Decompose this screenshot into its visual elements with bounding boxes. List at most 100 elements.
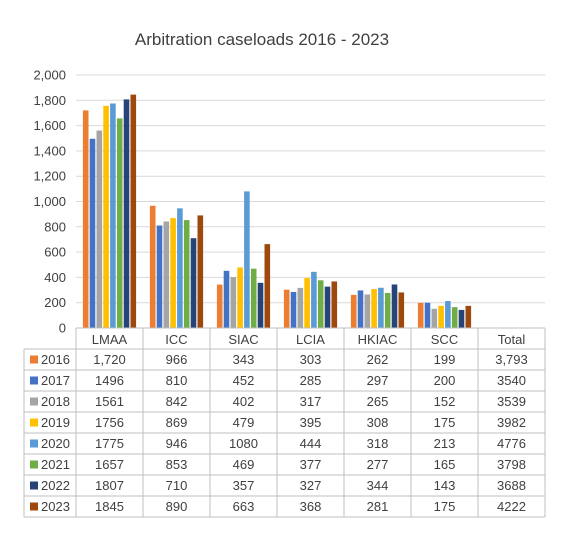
data-label: 1496 (95, 373, 124, 388)
bar (244, 191, 250, 328)
data-label: 175 (434, 499, 456, 514)
bar (250, 268, 257, 328)
data-label: 277 (367, 457, 389, 472)
y-tick-label: 400 (44, 270, 66, 285)
data-label: 402 (233, 394, 255, 409)
data-label: 946 (166, 436, 188, 451)
bar (230, 277, 237, 328)
x-tick-label: ICC (165, 332, 187, 347)
bar (324, 286, 331, 328)
data-table: LMAA ICC SIAC LCIA HKIAC SCC Total 2016 1,720 966… (23, 327, 546, 518)
data-label: 165 (434, 457, 456, 472)
legend-entry: 2017 (41, 373, 70, 388)
bar (110, 103, 116, 329)
y-axis: 0 200 400 600 800 1,000 1,200 1,400 1,600 1,800 2,… (33, 68, 66, 336)
bar (391, 284, 398, 328)
data-label: 1657 (95, 457, 124, 472)
data-label: 1,720 (93, 352, 126, 367)
bar (170, 218, 176, 328)
bar (378, 287, 384, 328)
data-label: 262 (367, 352, 389, 367)
legend-entry: 2023 (41, 499, 70, 514)
y-tick-label: 1,800 (33, 93, 66, 108)
bar (451, 307, 458, 328)
data-label: 303 (300, 352, 322, 367)
y-tick-label: 800 (44, 219, 66, 234)
data-label: 213 (434, 436, 456, 451)
bar (89, 138, 96, 328)
data-label: 3,793 (495, 352, 528, 367)
data-label: 327 (300, 478, 322, 493)
data-label: 842 (166, 394, 188, 409)
data-label: 377 (300, 457, 322, 472)
bar (297, 287, 304, 328)
data-label: 200 (434, 373, 456, 388)
bar (431, 308, 438, 328)
bar (237, 267, 243, 328)
bar (82, 110, 89, 328)
bar (216, 284, 223, 328)
data-label: 344 (367, 478, 389, 493)
data-label: 343 (233, 352, 255, 367)
bar (290, 291, 297, 328)
x-tick-label: LCIA (296, 332, 325, 347)
y-tick-label: 1,000 (33, 194, 66, 209)
data-label: 890 (166, 499, 188, 514)
data-label: 1807 (95, 478, 124, 493)
bar (257, 282, 264, 328)
data-label: 3798 (497, 457, 526, 472)
data-label: 4776 (497, 436, 526, 451)
bar (311, 271, 317, 328)
bar (350, 294, 357, 328)
legend-key (30, 418, 38, 427)
bar (123, 99, 130, 329)
bar (183, 220, 190, 328)
data-label: 318 (367, 436, 389, 451)
bar (116, 118, 123, 329)
data-label: 710 (166, 478, 188, 493)
bars (82, 94, 472, 329)
data-label: 3540 (497, 373, 526, 388)
data-label: 3539 (497, 394, 526, 409)
bar (465, 305, 472, 328)
bar (149, 205, 156, 328)
data-label: 143 (434, 478, 456, 493)
bar (445, 301, 451, 328)
legend-key (30, 397, 38, 406)
data-label: 265 (367, 394, 389, 409)
data-label: 297 (367, 373, 389, 388)
data-label: 3982 (497, 415, 526, 430)
data-label: 1845 (95, 499, 124, 514)
bar (103, 105, 109, 328)
data-label: 469 (233, 457, 255, 472)
legend-entry: 2016 (41, 352, 70, 367)
chart-title: Arbitration caseloads 2016 - 2023 (135, 30, 389, 49)
data-label: 152 (434, 394, 456, 409)
data-label: 479 (233, 415, 255, 430)
legend-entry: 2021 (41, 457, 70, 472)
bar (417, 302, 424, 328)
bar (163, 221, 170, 328)
bar (331, 281, 338, 328)
bar (96, 130, 103, 328)
bar (398, 292, 405, 328)
data-label: 1561 (95, 394, 124, 409)
bar (384, 292, 391, 328)
legend-key (30, 460, 38, 469)
legend-key (30, 355, 38, 364)
bar (190, 238, 197, 328)
x-tick-label: SIAC (228, 332, 258, 347)
bar (458, 309, 465, 328)
y-tick-label: 2,000 (33, 68, 66, 83)
data-label: 175 (434, 415, 456, 430)
data-label: 853 (166, 457, 188, 472)
legend-entry: 2018 (41, 394, 70, 409)
y-tick-label: 1,400 (33, 143, 66, 158)
data-label: 368 (300, 499, 322, 514)
legend-key (30, 376, 38, 385)
data-label: 308 (367, 415, 389, 430)
legend-key (30, 481, 38, 490)
legend-entry: 2019 (41, 415, 70, 430)
bar (177, 208, 183, 328)
bar (317, 280, 324, 328)
